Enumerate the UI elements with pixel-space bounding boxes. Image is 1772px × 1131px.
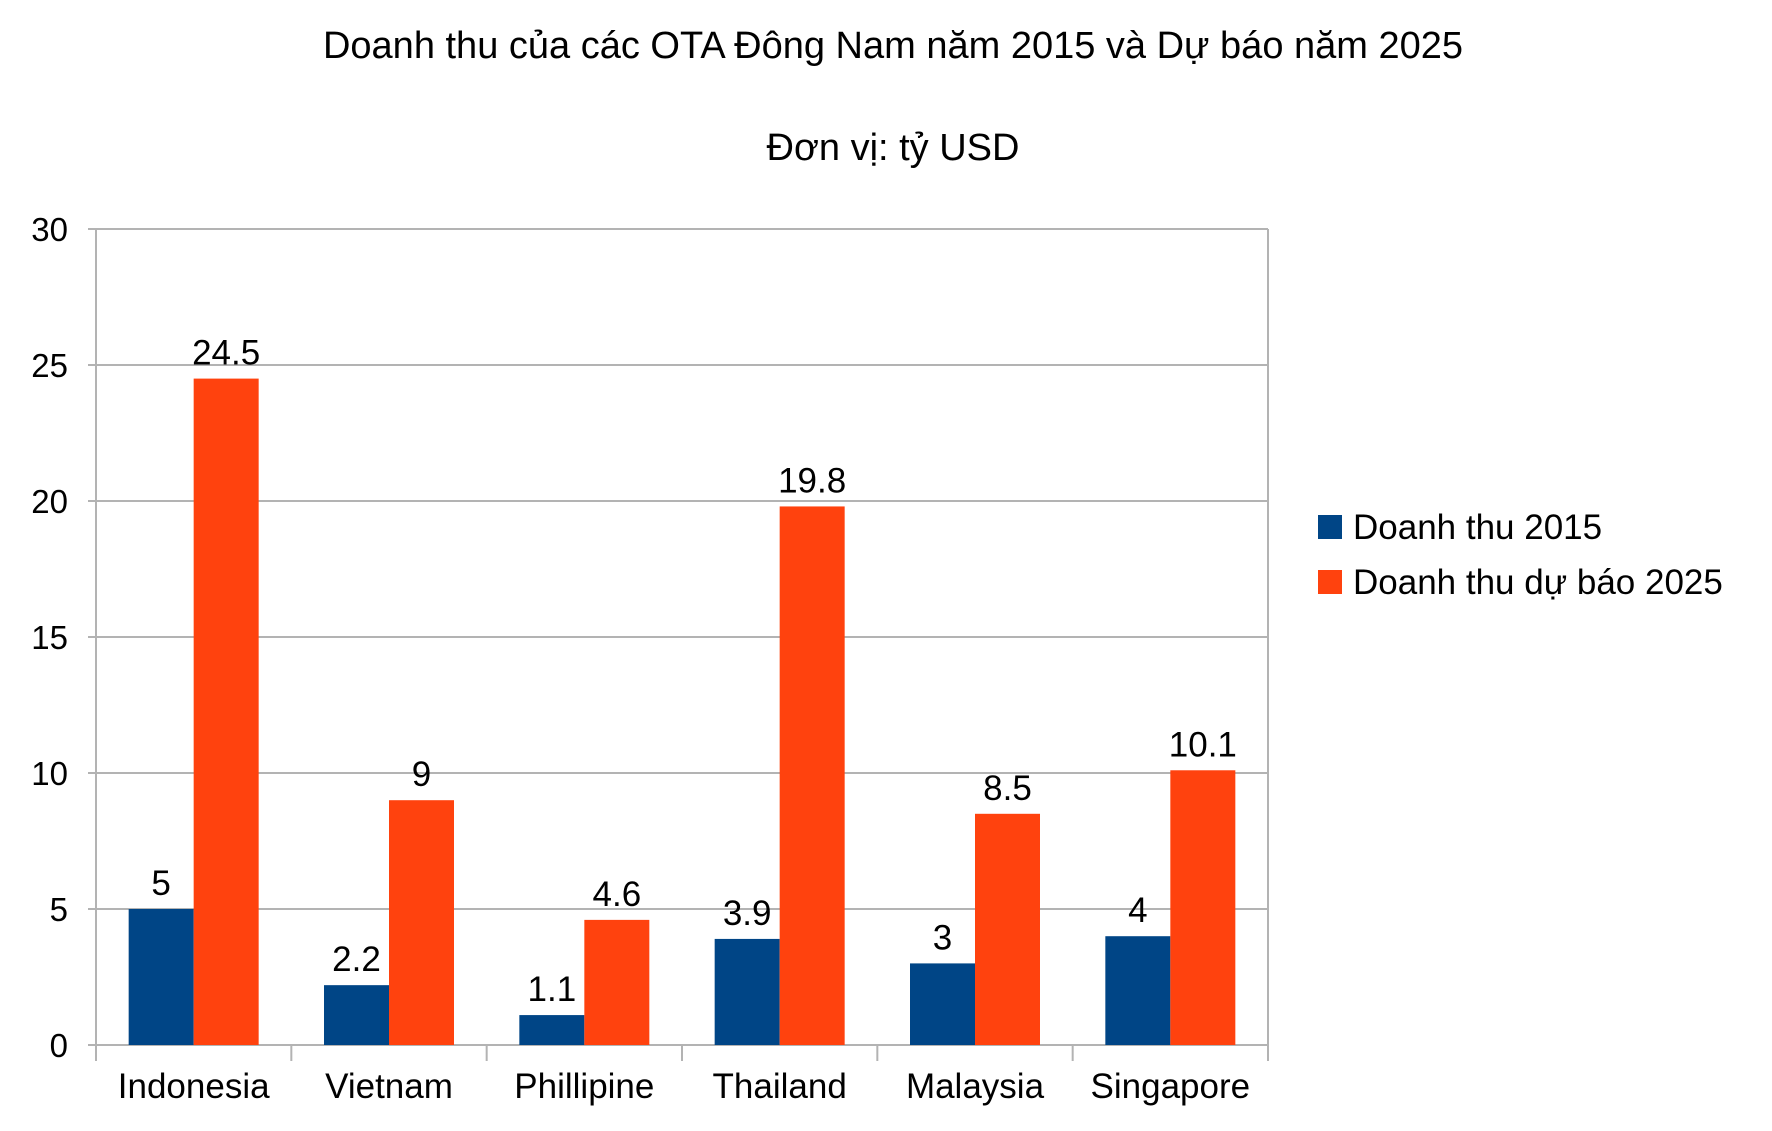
y-tick-label: 5 <box>50 891 68 928</box>
data-label: 8.5 <box>983 769 1032 808</box>
chart-title: Doanh thu của các OTA Đông Nam năm 2015 … <box>323 25 1463 67</box>
data-label: 1.1 <box>528 970 577 1009</box>
data-label: 4 <box>1128 891 1147 930</box>
bar-2025 <box>389 800 454 1045</box>
legend-label: Doanh thu 2015 <box>1353 508 1602 547</box>
x-tick-label: Vietnam <box>325 1067 453 1106</box>
chart-subtitle: Đơn vị: tỷ USD <box>767 127 1020 169</box>
y-tick-label: 20 <box>31 483 68 520</box>
bar-2015 <box>324 985 389 1045</box>
data-label: 19.8 <box>778 461 846 500</box>
data-label: 3.9 <box>723 894 772 933</box>
bar-2025 <box>1170 770 1236 1045</box>
data-label: 2.2 <box>332 940 381 979</box>
data-label: 3 <box>933 918 952 957</box>
legend-swatch <box>1318 515 1342 539</box>
x-tick-label: Indonesia <box>118 1067 270 1106</box>
y-tick-label: 30 <box>31 211 68 248</box>
y-tick-label: 15 <box>31 619 68 656</box>
legend-swatch <box>1318 570 1342 594</box>
bar-2015 <box>714 938 780 1045</box>
bar-2015 <box>519 1015 585 1045</box>
y-tick-label: 10 <box>31 755 68 792</box>
y-tick-label: 0 <box>50 1027 68 1064</box>
bar-2025 <box>975 813 1040 1045</box>
data-label: 5 <box>151 864 170 903</box>
bar-2015 <box>1105 936 1171 1045</box>
data-label: 10.1 <box>1169 725 1237 764</box>
bar-2025 <box>584 919 650 1045</box>
x-tick-label: Malaysia <box>906 1067 1045 1106</box>
bar-2015 <box>910 963 975 1045</box>
bar-2015 <box>128 909 194 1045</box>
data-label: 4.6 <box>593 875 642 914</box>
bar-2025 <box>193 378 259 1046</box>
x-tick-label: Thailand <box>713 1067 847 1106</box>
x-tick-label: Phillipine <box>514 1067 654 1106</box>
y-tick-label: 25 <box>31 347 68 384</box>
data-label: 9 <box>412 755 431 794</box>
x-tick-label: Singapore <box>1091 1067 1251 1106</box>
data-label: 24.5 <box>192 334 260 373</box>
legend-label: Doanh thu dự báo 2025 <box>1353 563 1723 602</box>
bar-2025 <box>779 506 845 1045</box>
